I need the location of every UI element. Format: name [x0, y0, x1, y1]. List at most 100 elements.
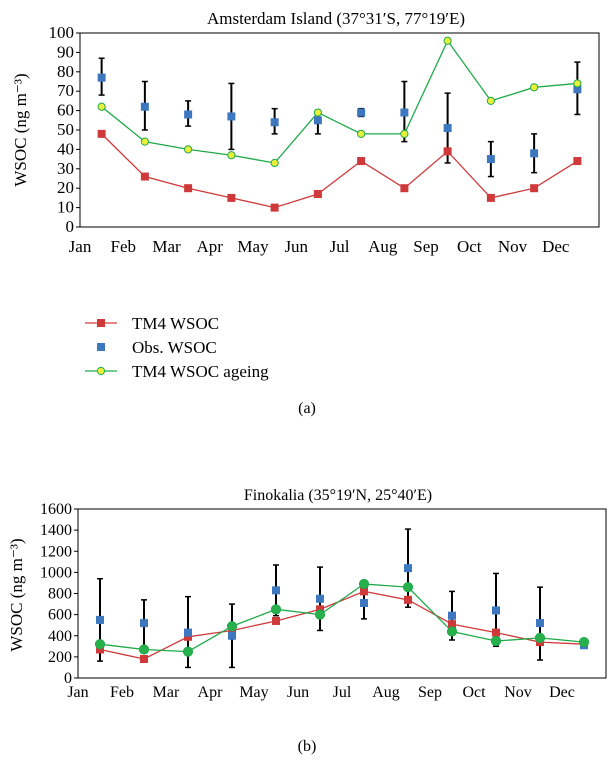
chart-b-marks [94, 528, 590, 669]
x-tick-label: Apr [197, 237, 224, 256]
x-tick-label: Aug [368, 237, 398, 256]
ageing-point [227, 151, 236, 160]
tm4-point [360, 587, 368, 596]
obs-point [184, 628, 192, 637]
tm4-point [270, 203, 279, 212]
caption-b: (b) [298, 738, 317, 755]
obs-point [140, 102, 149, 111]
y-tick-label: 1400 [40, 522, 72, 539]
chart-a-marks [97, 36, 582, 212]
x-tick-label: Apr [198, 684, 224, 701]
tm4-point [140, 654, 148, 663]
obs-point [443, 124, 452, 133]
ageing-point [226, 621, 238, 632]
legend-obs-marker [97, 343, 105, 351]
series-line-ageing [101, 39, 578, 164]
ageing-point [357, 129, 366, 138]
ageing-point [270, 604, 282, 615]
ageing-point [270, 158, 279, 168]
tm4-point [530, 184, 539, 193]
series-line-tm4 [101, 133, 578, 209]
obs-point [357, 108, 366, 117]
chart-b-y-ticks: 0 200 400 600 800 1000 1200 1400 1600 [40, 501, 78, 687]
chart-b-ylabel: WSOC (ng m⁻³) [7, 538, 26, 651]
ageing-point [486, 96, 495, 106]
obs-point [227, 112, 236, 121]
legend-tm4-label: TM4 WSOC [132, 314, 219, 333]
chart-b: Finokalia (35°19′N, 25°40′E) WSOC (ng m⁻… [7, 487, 607, 701]
x-tick-label: Jul [330, 237, 350, 256]
ageing-point [443, 36, 452, 45]
y-tick-label: 50 [57, 120, 74, 139]
tm4-point [486, 193, 495, 202]
chart-a-x-ticks: Jan Feb Mar Apr May Jun Jul Aug Sep Oct Nov Dec [69, 237, 570, 256]
x-tick-label: May [237, 237, 269, 256]
x-tick-label: Mar [153, 684, 180, 701]
obs-point [228, 631, 236, 640]
obs-point [404, 564, 412, 573]
obs-point [313, 116, 322, 125]
ageing-point [400, 129, 409, 138]
chart-a-title: Amsterdam Island (37°31′S, 77°19′E) [207, 9, 465, 28]
obs-point [530, 149, 539, 158]
x-tick-label: Oct [462, 684, 486, 701]
y-tick-label: 30 [57, 159, 74, 178]
x-tick-label: Oct [457, 237, 482, 256]
y-tick-label: 40 [57, 139, 74, 158]
tm4-point [573, 157, 582, 166]
x-tick-label: Dec [542, 237, 570, 256]
x-tick-label: Sep [418, 684, 442, 701]
tm4-point [97, 129, 106, 138]
y-tick-label: 600 [48, 607, 72, 624]
tm4-point [227, 193, 236, 202]
ageing-point [97, 102, 106, 111]
chart-a-frame [79, 32, 600, 228]
y-tick-label: 90 [57, 42, 74, 61]
ageing-point [402, 582, 414, 593]
x-tick-label: Dec [549, 684, 575, 701]
ageing-point [140, 137, 149, 146]
ageing-point [534, 632, 546, 643]
chart-b-x-ticks: Jan Feb Mar Apr May Jun Jul Aug Sep Oct Nov Dec [67, 684, 575, 701]
tm4-point [443, 147, 452, 156]
y-tick-label: 10 [57, 198, 74, 217]
ageing-point [358, 578, 370, 590]
obs-point [486, 155, 495, 164]
y-tick-label: 0 [64, 670, 72, 687]
legend-item-ageing: TM4 WSOC ageing [85, 362, 269, 381]
tm4-point [492, 628, 500, 637]
y-tick-label: 800 [48, 586, 72, 603]
legend-item-obs: Obs. WSOC [97, 338, 217, 357]
obs-point [270, 118, 279, 127]
ageing-point [490, 635, 502, 647]
y-tick-label: 1200 [40, 543, 72, 560]
ageing-point [530, 83, 539, 92]
tm4-point [184, 632, 192, 641]
y-tick-label: 1000 [40, 564, 72, 581]
y-tick-label: 70 [57, 81, 74, 100]
obs-point [400, 108, 409, 117]
y-tick-label: 1600 [40, 501, 72, 518]
ageing-point [314, 609, 326, 620]
obs-point [96, 615, 104, 624]
ageing-point [446, 626, 458, 637]
obs-point [573, 85, 582, 94]
tm4-point [272, 616, 280, 625]
obs-point [492, 606, 500, 615]
y-tick-label: 60 [57, 101, 74, 120]
legend: TM4 WSOC Obs. WSOC TM4 WSOC ageing [85, 314, 269, 381]
chart-a: Amsterdam Island (37°31′S, 77°19′E) WSOC… [11, 9, 600, 256]
ageing-point [578, 636, 590, 648]
ageing-point [184, 145, 193, 154]
chart-a-ylabel: WSOC (ng m⁻³) [11, 73, 30, 186]
tm4-point [96, 645, 104, 654]
x-tick-label: Nov [504, 684, 532, 701]
ageing-point [182, 646, 194, 657]
obs-point [536, 619, 544, 628]
x-tick-label: Jan [67, 684, 88, 701]
x-tick-label: Aug [372, 684, 400, 701]
obs-point [184, 110, 193, 119]
caption-a: (a) [298, 400, 316, 417]
x-tick-label: Jun [284, 237, 308, 256]
tm4-point [313, 190, 322, 199]
